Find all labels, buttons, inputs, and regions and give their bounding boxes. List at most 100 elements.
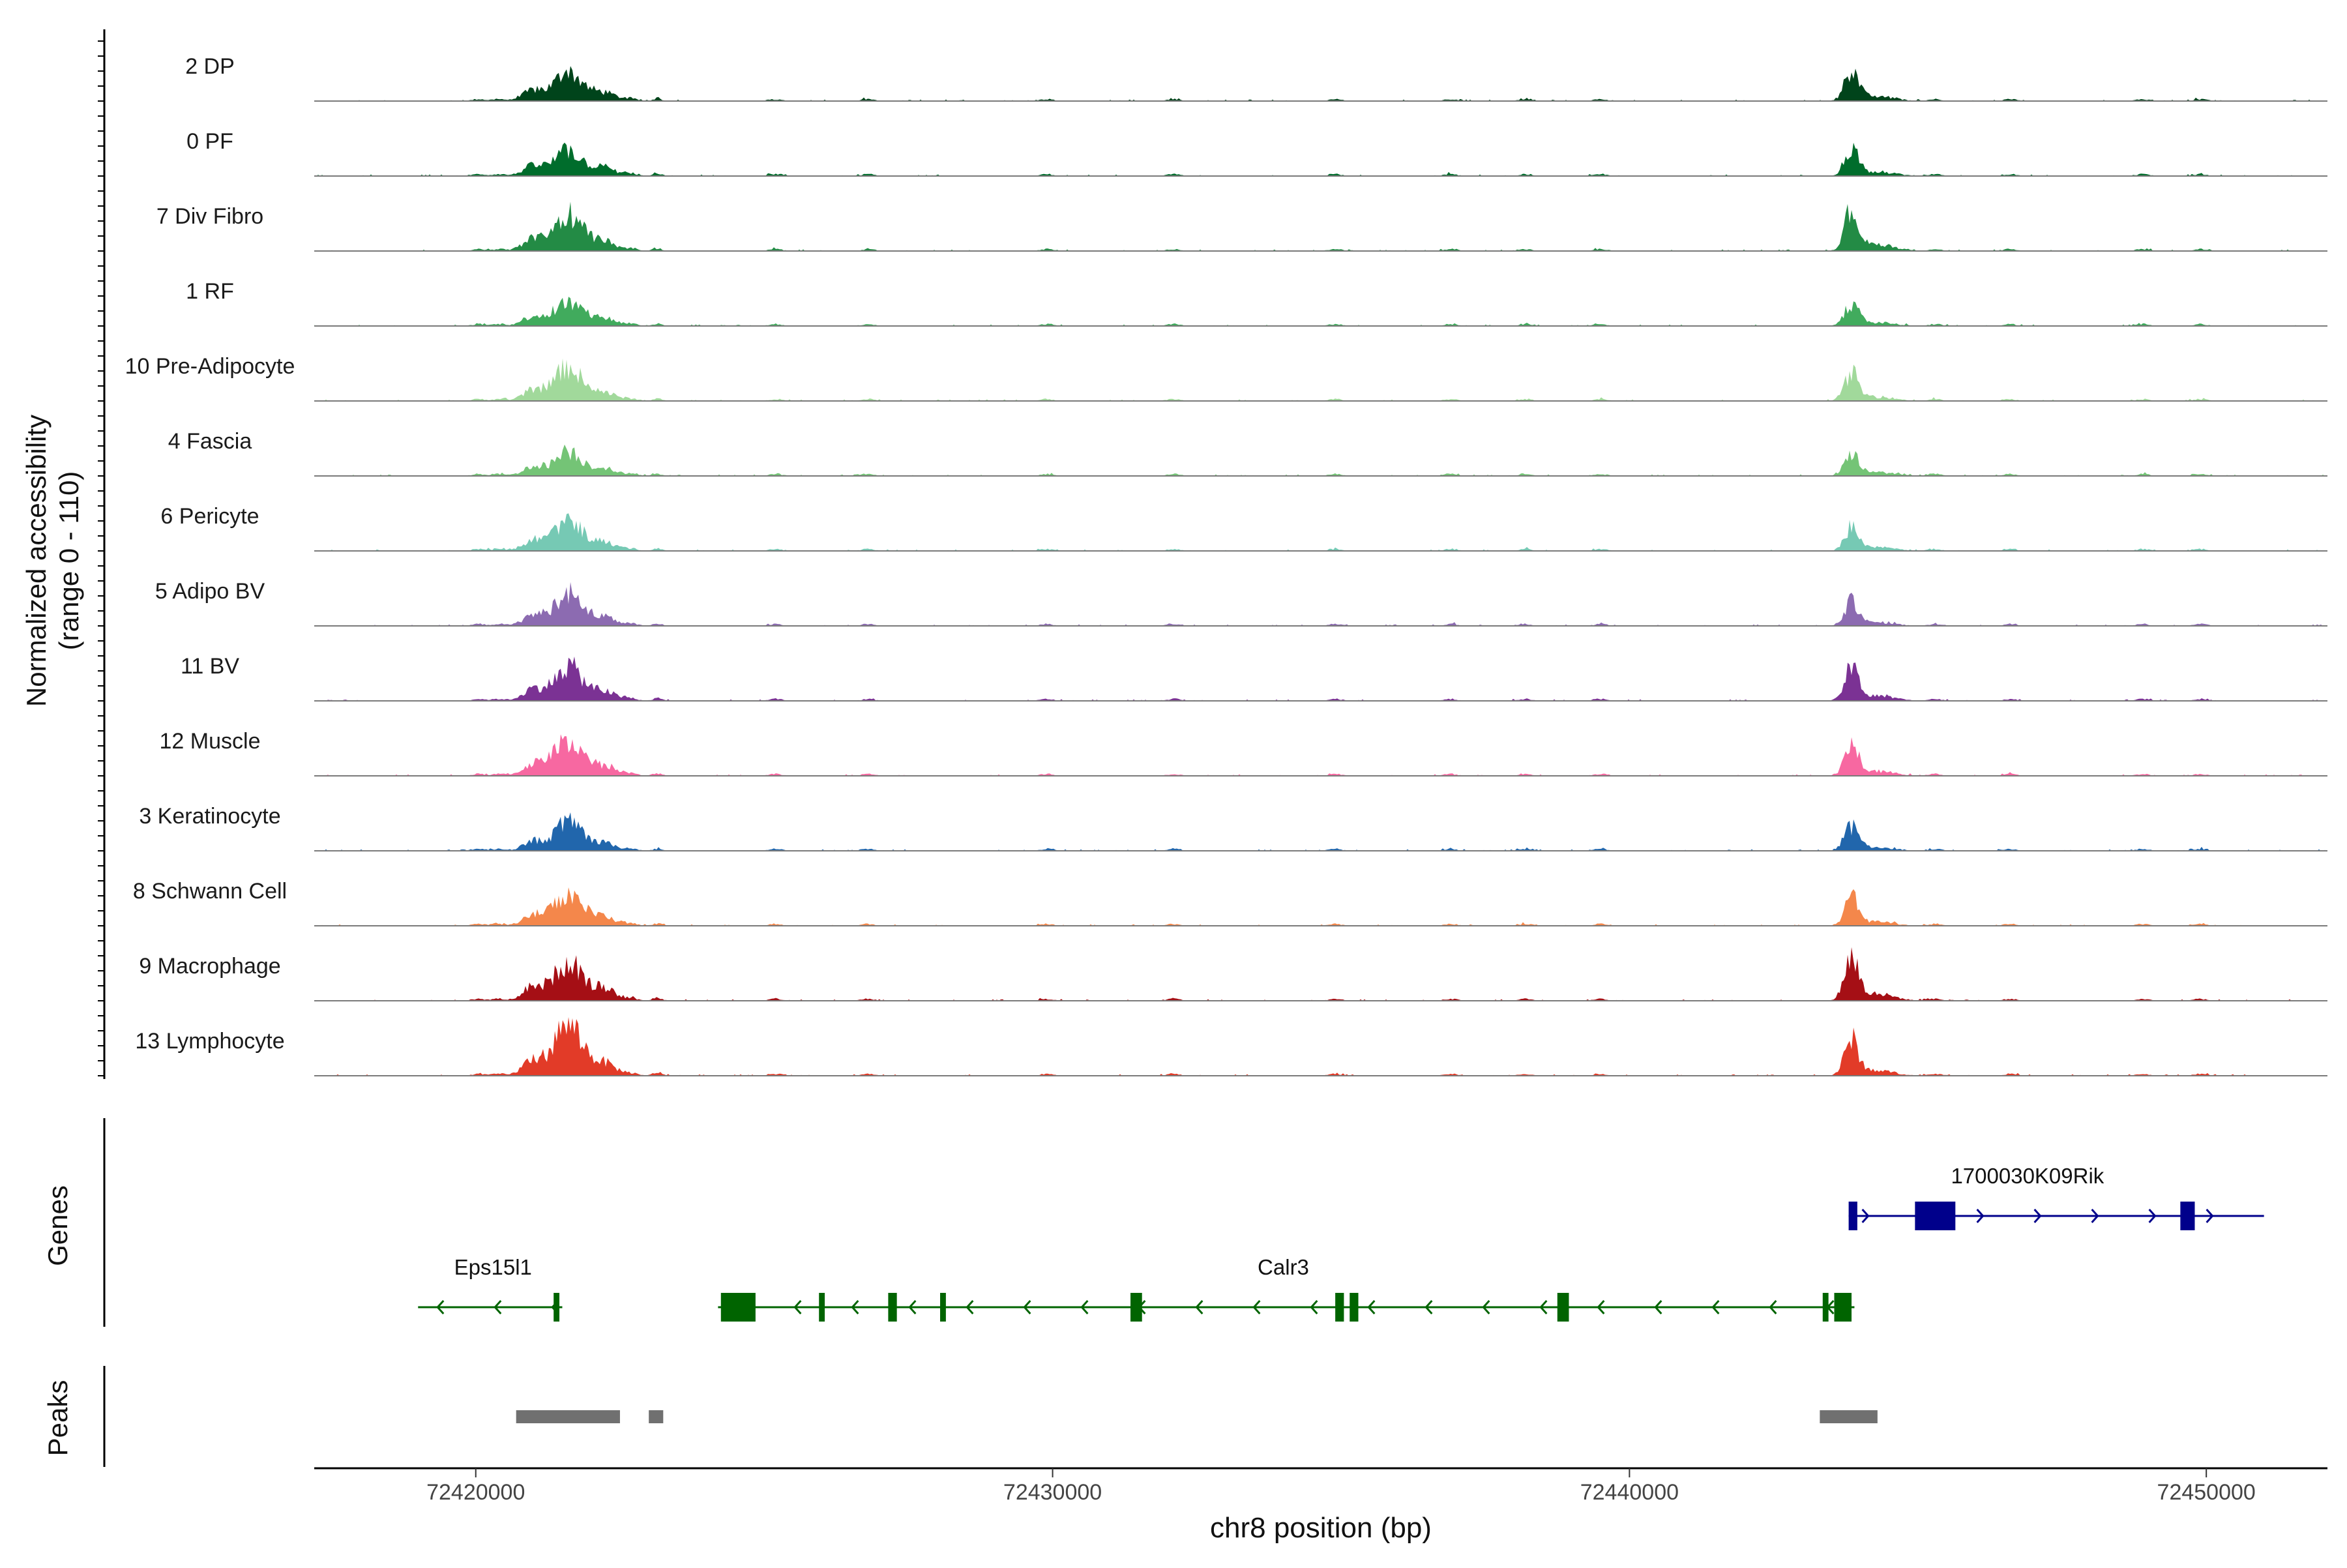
x-tick-label: 72430000 [1003,1480,1102,1505]
track-label: 11 BV [181,654,239,679]
strand-chevron [1769,1299,1777,1315]
coverage-area [314,297,2327,326]
strand-chevron [1539,1299,1548,1315]
x-tick-label: 72450000 [2157,1480,2256,1505]
gene-label: 1700030K09Rik [1951,1164,2104,1188]
track-12-muscle: 12 Muscle [160,729,2327,777]
coverage-area [314,358,2327,401]
strand-chevron [1482,1299,1490,1315]
gene-calr3: Calr3 [718,1255,1855,1322]
coverage-area [314,582,2327,626]
gene-exon [1130,1293,1142,1322]
strand-chevron [436,1299,445,1315]
peaks-panel-label: Peaks [42,1380,73,1457]
strand-chevron [1654,1299,1662,1315]
track-1-rf: 1 RF [186,279,2327,327]
gene-exon [1557,1293,1569,1322]
track-8-schwann-cell: 8 Schwann Cell [133,879,2327,926]
coverage-area [314,1017,2327,1076]
strand-chevron [1861,1208,1870,1224]
x-axis: chr8 position (bp) 72420000 72430000 72440… [314,1467,2327,1544]
peak-region [516,1410,620,1423]
track-label: 7 Div Fibro [156,204,263,229]
coverage-area [314,142,2327,176]
strand-chevron [1023,1299,1031,1315]
gene-exon [1915,1202,1956,1230]
track-2-dp: 2 DP [185,54,2327,102]
coverage-area [314,734,2327,776]
gene-exon [1822,1293,1829,1322]
track-0-pf: 0 PF [186,129,2327,177]
track-4-fascia: 4 Fascia [168,429,2327,477]
strand-chevron [1252,1299,1261,1315]
strand-chevron [793,1299,802,1315]
strand-chevron [1367,1299,1376,1315]
track-label: 13 Lymphocyte [135,1029,284,1054]
y-axis-title: Normalized accessibility [21,415,52,707]
y-axis-range: (range 0 - 110) [53,471,84,651]
track-label: 5 Adipo BV [155,579,265,604]
track-6-pericyte: 6 Pericyte [160,504,2327,552]
gene-exon [2180,1202,2195,1230]
strand-chevron [1310,1299,1318,1315]
track-label: 3 Keratinocyte [139,804,280,829]
track-10-pre-adipocyte: 10 Pre-Adipocyte [125,354,2327,402]
strand-chevron [2091,1208,2099,1224]
track-label: 0 PF [186,129,233,154]
gene-eps15l1: Eps15l1 [418,1255,563,1322]
strand-chevron [851,1299,859,1315]
strand-chevron [1080,1299,1089,1315]
coverage-area [314,201,2327,251]
coverage-area [314,947,2327,1001]
track-label: 1 RF [186,279,234,304]
strand-chevron [1976,1208,1985,1224]
strand-chevron [1597,1299,1605,1315]
peak-regions [516,1410,1878,1423]
peaks-panel-axis: Peaks [42,1366,106,1467]
genes-panel-label: Genes [42,1185,73,1266]
peak-region [649,1410,664,1423]
track-3-keratinocyte: 3 Keratinocyte [139,804,2327,851]
coverage-area [314,887,2327,926]
track-9-macrophage: 9 Macrophage [139,947,2327,1001]
coverage-y-axis [98,29,106,1079]
coverage-area [314,812,2327,851]
track-label: 2 DP [185,54,235,79]
x-axis-title: chr8 position (bp) [1210,1512,1432,1544]
strand-chevron [966,1299,974,1315]
gene-exon [1350,1293,1359,1322]
coverage-area [314,444,2327,476]
peak-region [1820,1410,1878,1423]
track-5-adipo-bv: 5 Adipo BV [155,579,2327,627]
strand-chevron [2148,1208,2157,1224]
strand-chevron [2033,1208,2042,1224]
gene-exon [1834,1293,1852,1322]
track-7-div-fibro: 7 Div Fibro [156,201,2327,252]
strand-chevron [1424,1299,1433,1315]
gene-exon [940,1293,946,1322]
coverage-tracks: 2 DP 0 PF 7 Div Fibro 1 RF 10 Pre-Adipocyte 4… [125,54,2327,1076]
strand-chevron [1711,1299,1720,1315]
strand-chevron [908,1299,917,1315]
x-tick-label: 72440000 [1580,1480,1679,1505]
track-label: 8 Schwann Cell [133,879,287,904]
track-label: 6 Pericyte [160,504,259,529]
gene-exon [888,1293,897,1322]
track-11-bv: 11 BV [181,654,2327,702]
coverage-area [314,657,2327,701]
gene-exon [720,1293,756,1322]
gene-exon [1335,1293,1344,1322]
genes-panel-axis: Genes [42,1118,106,1327]
gene-exon [554,1293,560,1322]
track-13-lymphocyte: 13 Lymphocyte [135,1017,2327,1076]
track-label: 10 Pre-Adipocyte [125,354,295,379]
gene-label: Calr3 [1258,1255,1309,1279]
coverage-area [314,513,2327,551]
track-label: 4 Fascia [168,429,252,454]
track-label: 9 Macrophage [139,954,280,979]
track-label: 12 Muscle [160,729,261,754]
strand-chevron [494,1299,502,1315]
coverage-area [314,66,2327,101]
